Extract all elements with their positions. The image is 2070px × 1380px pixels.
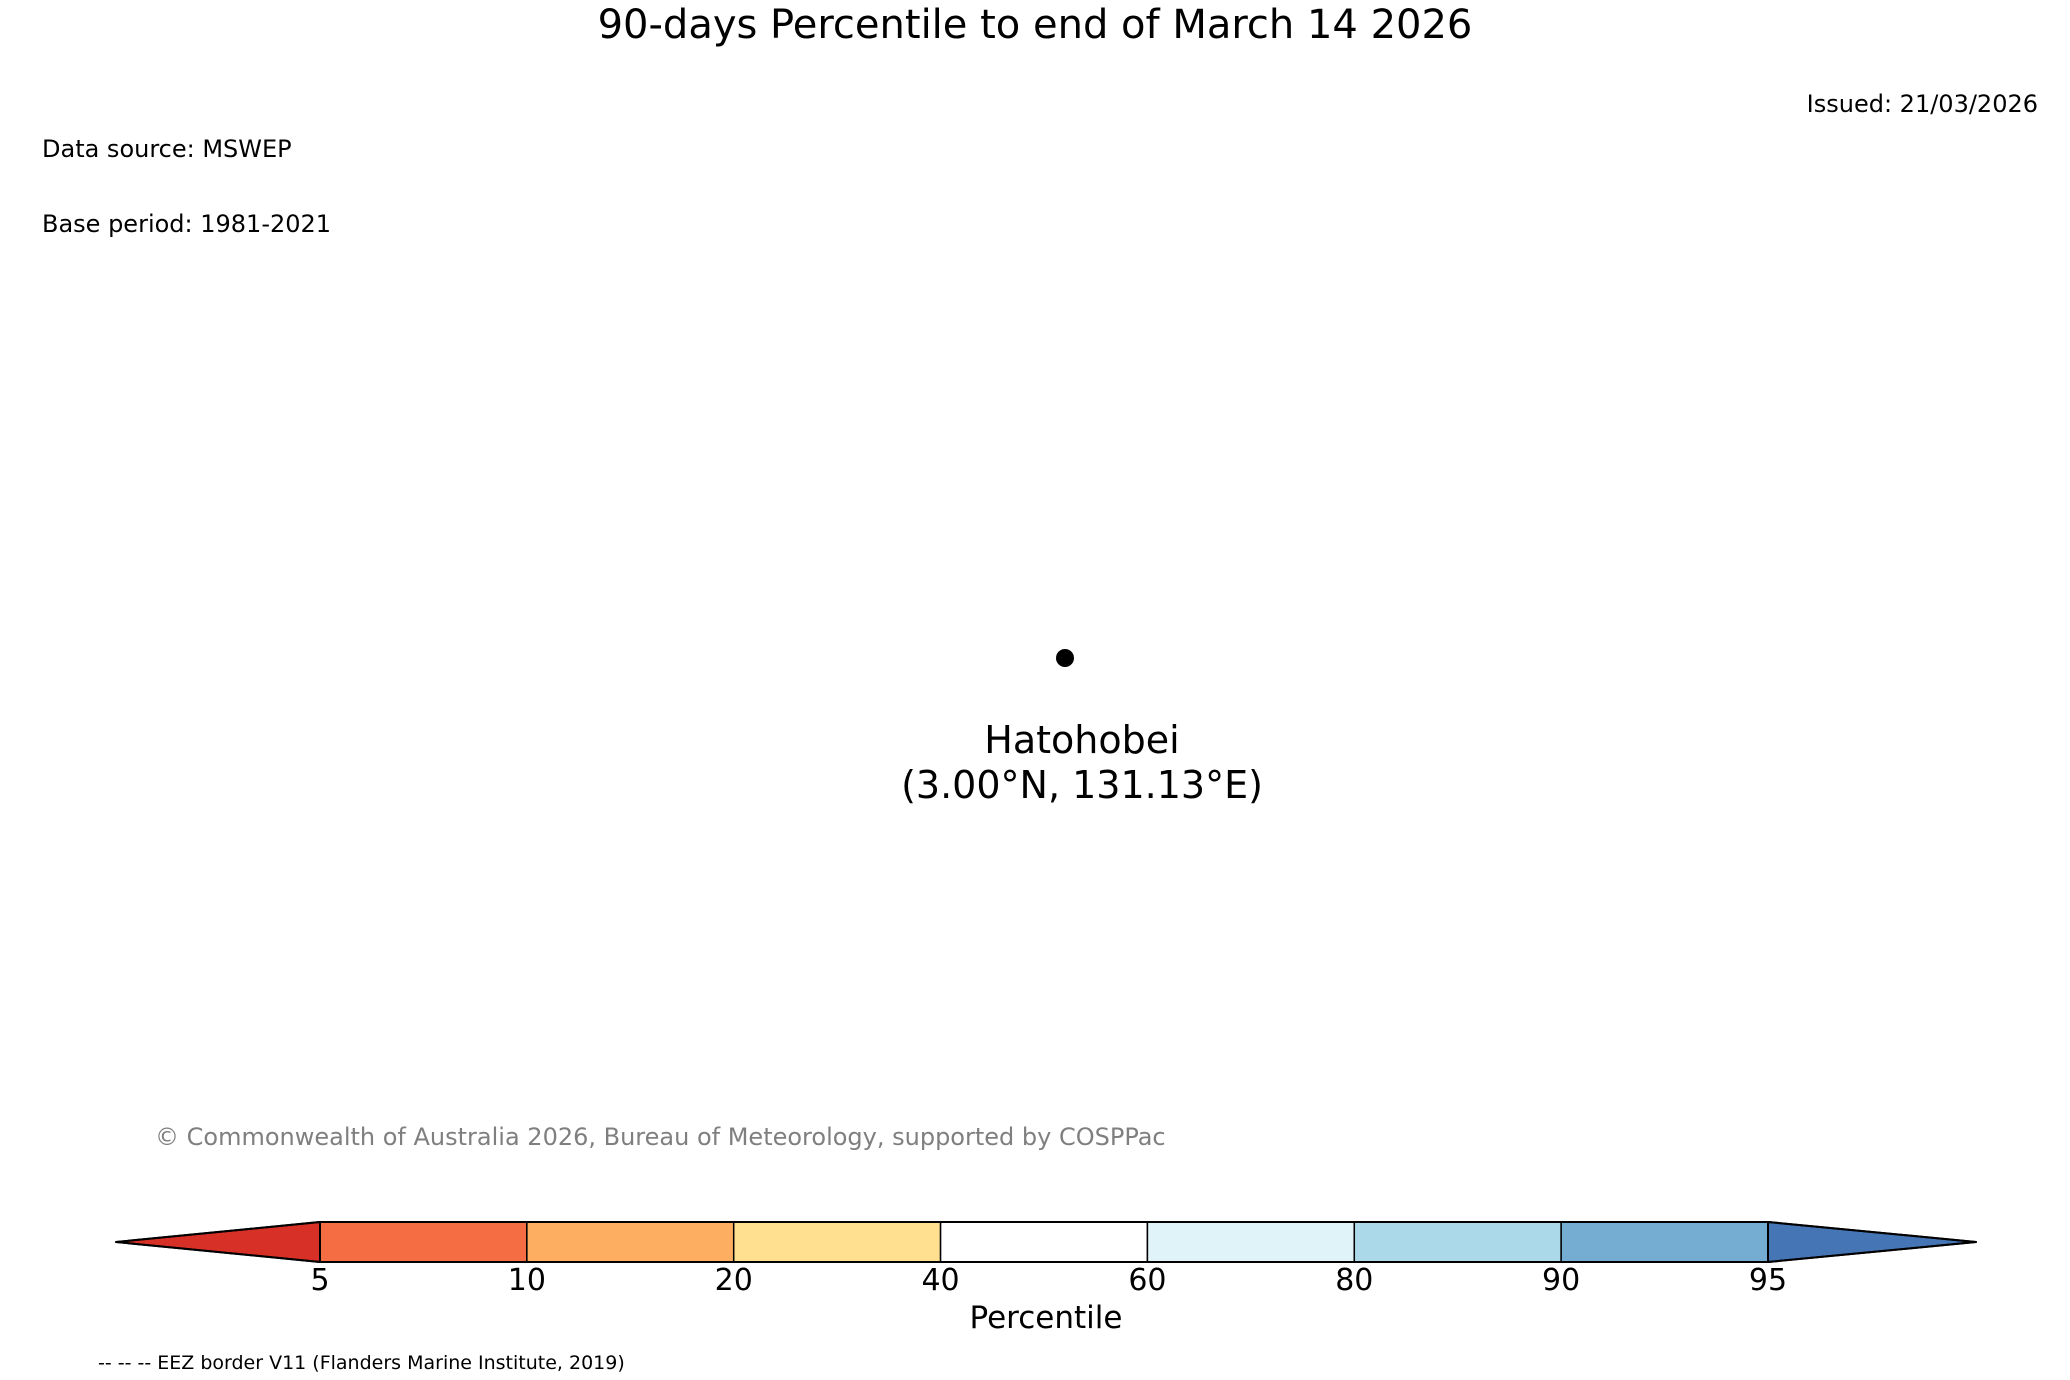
colorbar-outline <box>115 1221 1977 1263</box>
station-name: Hatohobei <box>984 718 1180 762</box>
colorbar-segment <box>526 1221 735 1263</box>
metadata-block: Data source: MSWEP Base period: 1981-202… <box>42 87 331 262</box>
colorbar-tick-label: 10 <box>507 1263 546 1298</box>
station-label: Hatohobei (3.00°N, 131.13°E) <box>901 718 1263 808</box>
colorbar-tick-label: 60 <box>1128 1263 1167 1298</box>
colorbar-tick-label: 95 <box>1748 1263 1788 1298</box>
colorbar-right-arrow <box>1767 1221 1977 1263</box>
copyright-notice: © Commonwealth of Australia 2026, Bureau… <box>155 1123 1166 1151</box>
colorbar-left-arrow <box>115 1221 321 1263</box>
colorbar-svg <box>115 1221 1977 1263</box>
percentile-colorbar <box>115 1221 1977 1263</box>
colorbar-tick-label: 40 <box>921 1263 960 1298</box>
colorbar-segment <box>1353 1221 1562 1263</box>
colorbar-segment <box>939 1221 1149 1263</box>
colorbar-segment <box>732 1221 942 1263</box>
base-period-label: Base period: 1981-2021 <box>42 210 332 238</box>
station-marker-dot <box>1056 649 1074 667</box>
colorbar-ticks: 5 10 20 40 60 80 90 95 <box>115 1264 1977 1298</box>
eez-border-footnote: -- -- -- EEZ border V11 (Flanders Marine… <box>98 1352 625 1374</box>
colorbar-tick-label: 80 <box>1335 1263 1374 1298</box>
colorbar-axis-label: Percentile <box>969 1300 1123 1336</box>
page-title: 90-days Percentile to end of March 14 20… <box>597 2 1473 48</box>
station-coordinates: (3.00°N, 131.13°E) <box>901 763 1263 807</box>
colorbar-segment <box>319 1221 528 1263</box>
data-source-label: Data source: MSWEP <box>42 135 292 163</box>
issued-date-label: Issued: 21/03/2026 <box>1806 90 2038 118</box>
colorbar-tick-label: 5 <box>310 1263 330 1298</box>
colorbar-tick-label: 90 <box>1542 1263 1581 1298</box>
colorbar-tick-label: 20 <box>714 1263 753 1298</box>
colorbar-segment <box>1146 1221 1356 1263</box>
colorbar-segment <box>1560 1221 1769 1263</box>
